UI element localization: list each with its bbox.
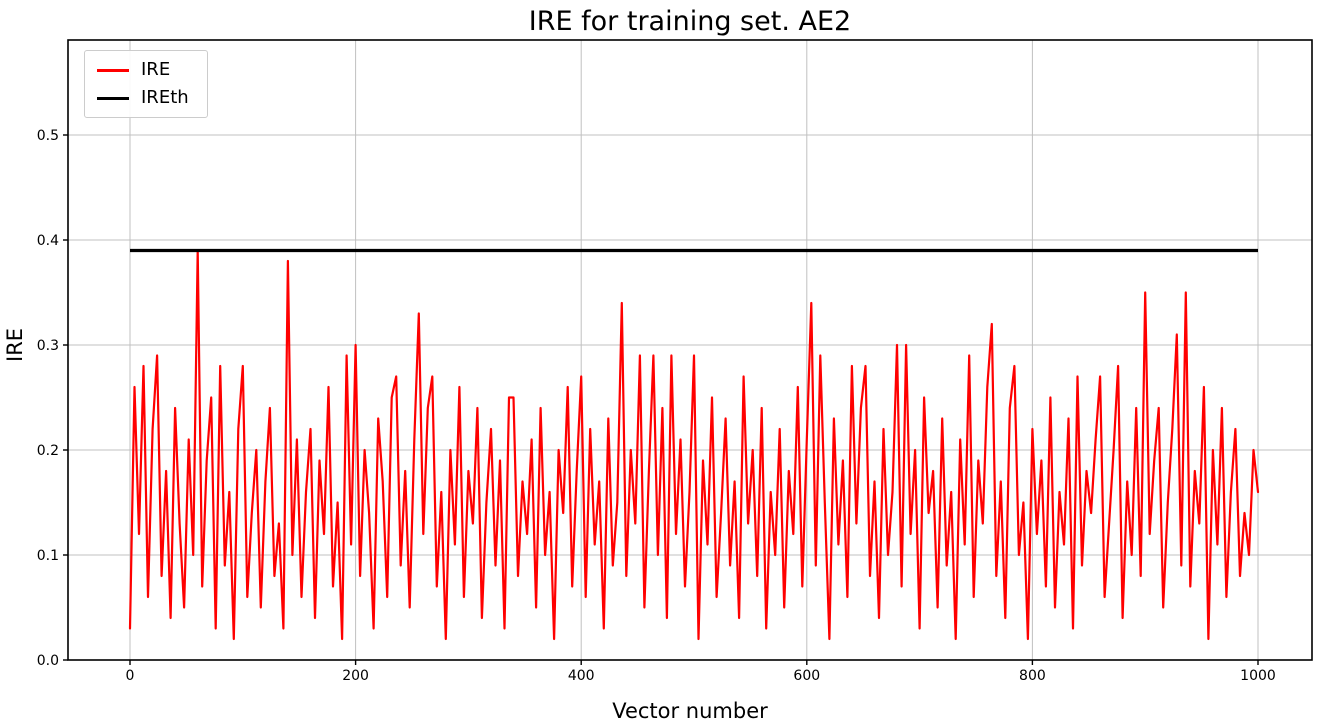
legend-entry-ire: IRE: [97, 61, 189, 79]
x-tick-label: 0: [126, 668, 135, 684]
legend-entry-ireth: IREth: [97, 89, 189, 107]
legend: IRE IREth: [84, 50, 208, 118]
axes-border: [67, 39, 1313, 661]
y-tick-label: 0.4: [37, 233, 59, 249]
legend-line-swatch-ire: [97, 68, 129, 72]
x-tick-label: 400: [568, 668, 595, 684]
y-tick-label: 0.2: [37, 443, 59, 459]
x-axis-label: Vector number: [612, 699, 768, 723]
x-tick-label: 1000: [1240, 668, 1276, 684]
ire-series-line: [128, 249, 1260, 641]
y-tick-label: 0.0: [37, 653, 59, 669]
y-tick-label: 0.3: [37, 338, 59, 354]
x-tick-label: 200: [342, 668, 369, 684]
y-axis-label: IRE: [3, 327, 28, 362]
legend-label-ireth: IREth: [141, 87, 189, 108]
chart-title: IRE for training set. AE2: [528, 6, 852, 37]
y-tick-label: 0.5: [37, 128, 59, 144]
x-tick-label: 800: [1019, 668, 1046, 684]
y-tick-label: 0.1: [37, 548, 59, 564]
legend-line-swatch-ireth: [97, 96, 129, 100]
x-tick-label: 600: [793, 668, 820, 684]
legend-label-ire: IRE: [141, 59, 171, 80]
